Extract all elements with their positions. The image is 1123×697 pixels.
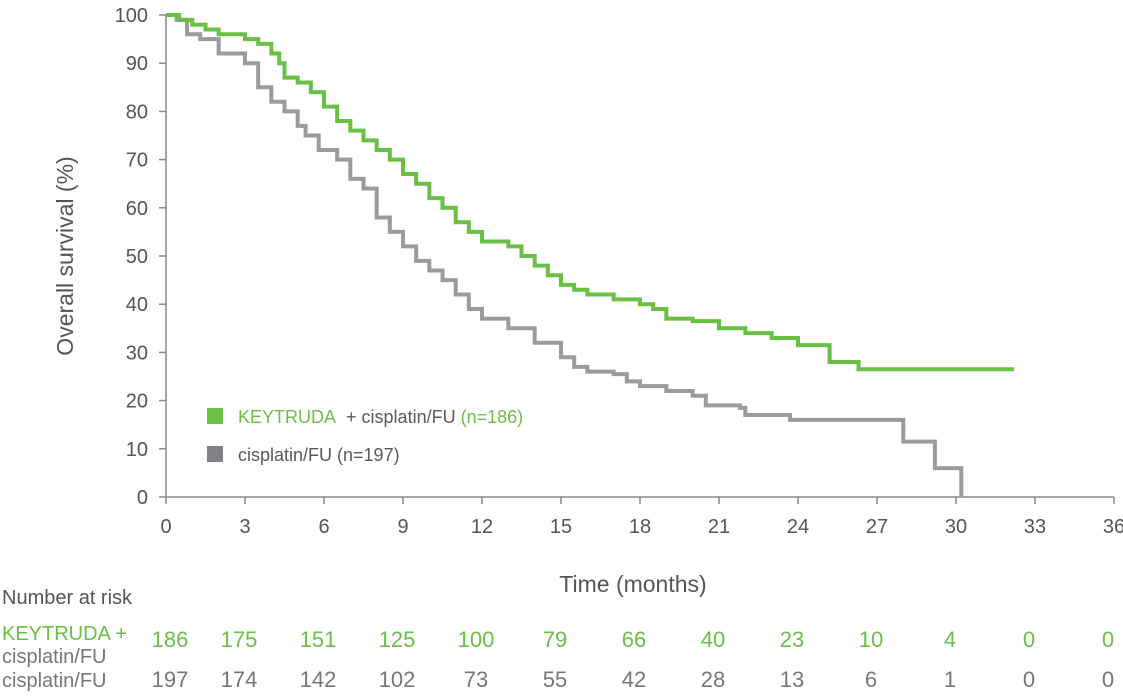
x-tick-label: 9 — [397, 516, 408, 538]
y-tick-label: 0 — [137, 487, 148, 509]
risk-row-label-cisplatin: cisplatin/FU — [2, 670, 106, 692]
cisplatin-survival-curve — [166, 13, 964, 497]
x-tick-label: 6 — [318, 516, 329, 538]
x-tick-label: 27 — [866, 516, 888, 538]
risk-value-keytruda: 23 — [780, 627, 804, 652]
risk-value-keytruda: 4 — [944, 627, 956, 652]
y-tick-label: 70 — [126, 150, 148, 172]
y-tick-label: 30 — [126, 342, 148, 364]
risk-value-cisplatin: 6 — [865, 667, 877, 692]
x-tick-label: 12 — [471, 516, 493, 538]
risk-value-cisplatin: 0 — [1023, 667, 1035, 692]
risk-value-cisplatin: 55 — [543, 667, 567, 692]
risk-value-keytruda: 125 — [379, 627, 416, 652]
legend-label-part: + — [341, 407, 362, 427]
risk-value-cisplatin: 174 — [221, 667, 258, 692]
x-tick-label: 15 — [550, 516, 572, 538]
y-tick-label: 60 — [126, 198, 148, 220]
x-tick-label: 24 — [787, 516, 809, 538]
risk-value-keytruda: 10 — [859, 627, 883, 652]
y-tick-label: 40 — [126, 294, 148, 316]
risk-row-label-keytruda-2: cisplatin/FU — [2, 646, 106, 668]
legend-swatch-keytruda — [207, 408, 223, 424]
y-tick-label: 90 — [126, 53, 148, 75]
x-tick-label: 21 — [708, 516, 730, 538]
y-tick-label: 100 — [115, 5, 148, 27]
keytruda-survival-curve — [166, 13, 1014, 372]
risk-value-cisplatin: 142 — [300, 667, 337, 692]
risk-table-title: Number at risk — [2, 587, 133, 609]
risk-value-cisplatin: 13 — [780, 667, 804, 692]
risk-value-cisplatin: 1 — [944, 667, 956, 692]
risk-value-cisplatin: 73 — [464, 667, 488, 692]
x-tick-label: 36 — [1103, 516, 1123, 538]
risk-row-label-keytruda: KEYTRUDA + — [2, 623, 127, 645]
x-tick-label: 0 — [160, 516, 171, 538]
legend-label-part: cisplatin/FU — [362, 407, 461, 427]
risk-value-cisplatin: 28 — [701, 667, 725, 692]
y-tick-label: 80 — [126, 101, 148, 123]
risk-value-keytruda: 0 — [1023, 627, 1035, 652]
risk-value-cisplatin: 102 — [379, 667, 416, 692]
y-tick-label: 20 — [126, 391, 148, 413]
legend-label-part: (n=186) — [461, 407, 524, 427]
x-tick-label: 30 — [945, 516, 967, 538]
x-tick-label: 33 — [1024, 516, 1046, 538]
risk-value-keytruda: 40 — [701, 627, 725, 652]
risk-value-keytruda: 79 — [543, 627, 567, 652]
risk-value-cisplatin: 0 — [1102, 667, 1114, 692]
risk-value-keytruda: 66 — [622, 627, 646, 652]
risk-value-cisplatin: 42 — [622, 667, 646, 692]
x-tick-label: 3 — [239, 516, 250, 538]
legend-label-cisplatin: cisplatin/FU (n=197) — [238, 445, 400, 465]
risk-value-keytruda: 186 — [152, 627, 189, 652]
risk-value-keytruda: 151 — [300, 627, 337, 652]
risk-value-cisplatin: 197 — [152, 667, 189, 692]
legend-label-keytruda: KEYTRUDA + cisplatin/FU (n=186) — [238, 407, 523, 427]
x-axis-label: Time (months) — [559, 571, 706, 597]
y-tick-label: 10 — [126, 439, 148, 461]
legend-swatch-cisplatin — [207, 446, 223, 462]
y-tick-label: 50 — [126, 246, 148, 268]
y-axis-label: Overall survival (%) — [52, 156, 78, 355]
legend-label-part: KEYTRUDA — [238, 407, 336, 427]
risk-value-keytruda: 175 — [221, 627, 258, 652]
risk-value-keytruda: 100 — [458, 627, 495, 652]
x-tick-label: 18 — [629, 516, 651, 538]
risk-value-keytruda: 0 — [1102, 627, 1114, 652]
